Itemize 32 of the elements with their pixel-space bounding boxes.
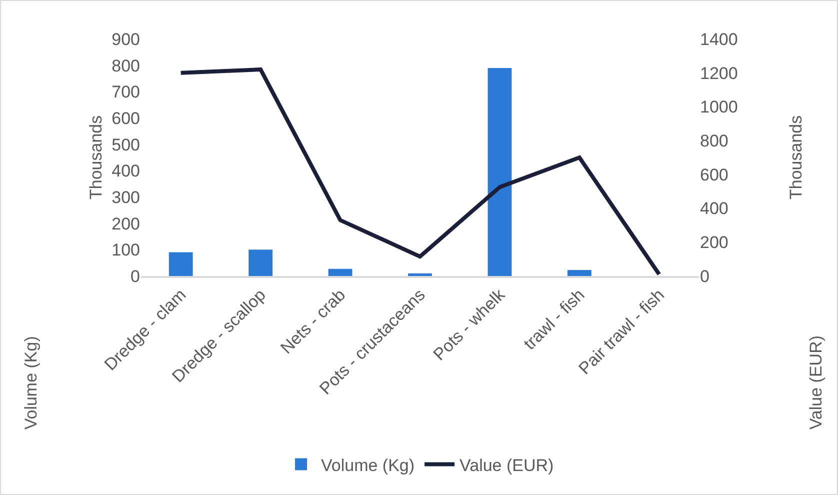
y2-tick-label: 200 (700, 233, 728, 252)
bar (328, 268, 352, 276)
y2-tick-label: 1000 (700, 98, 738, 117)
y2-axis-title: Value (EUR) (806, 335, 826, 430)
y-tick-label: 400 (112, 162, 140, 181)
y-tick-label: 900 (112, 30, 140, 49)
y-tick-label: 100 (112, 240, 140, 260)
bar (168, 252, 193, 276)
bar (408, 273, 432, 276)
y2-tick-label: 1200 (700, 64, 738, 83)
y-tick-label: 500 (112, 135, 140, 154)
y-tick-label: 0 (130, 266, 140, 286)
y-tick-label: 800 (112, 56, 140, 76)
text: Thousands (786, 115, 806, 200)
legend-label: Volume (Kg) (321, 456, 415, 475)
y2-tick-label: 800 (700, 132, 728, 151)
y2-tick-label: 600 (700, 165, 728, 184)
text: Thousands (86, 115, 106, 200)
line-series (178, 67, 662, 276)
y2-tick-label: 400 (700, 199, 728, 218)
y-tick-label: 600 (112, 108, 140, 128)
y-tick-label: 700 (112, 82, 140, 102)
bar (488, 68, 512, 276)
y-axis-title: Volume (Kg) (21, 336, 40, 430)
y-tick-label: 200 (112, 214, 140, 234)
bar (567, 270, 592, 276)
y-tick-label: 300 (112, 188, 140, 207)
bar (248, 250, 273, 276)
legend-label: Value (EUR) (460, 456, 554, 475)
x-tick-label: Nets - crab (276, 285, 350, 358)
y2-tick-label: 0 (700, 266, 710, 286)
y2-tick-label: 1400 (700, 30, 738, 49)
